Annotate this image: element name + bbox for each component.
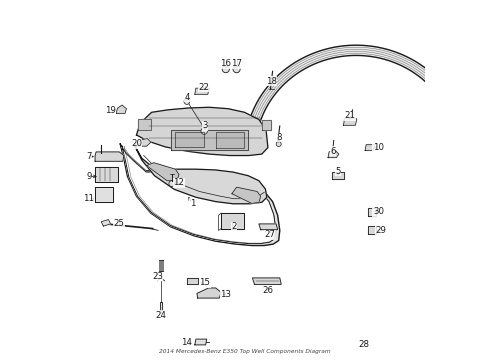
- Polygon shape: [120, 144, 279, 246]
- Polygon shape: [95, 167, 118, 182]
- Text: 11: 11: [83, 194, 94, 203]
- Text: 3: 3: [202, 122, 207, 130]
- Polygon shape: [245, 45, 463, 135]
- Polygon shape: [175, 132, 204, 147]
- Text: 5: 5: [335, 166, 340, 175]
- Text: 28: 28: [358, 341, 369, 349]
- Text: 9: 9: [86, 172, 91, 181]
- Text: 24: 24: [155, 310, 166, 320]
- Polygon shape: [194, 88, 209, 94]
- Polygon shape: [136, 139, 151, 146]
- Text: 17: 17: [231, 59, 242, 68]
- Polygon shape: [197, 288, 221, 298]
- Text: 29: 29: [374, 226, 385, 235]
- Text: 19: 19: [105, 107, 116, 115]
- Polygon shape: [367, 208, 375, 216]
- Polygon shape: [261, 120, 270, 130]
- Text: 30: 30: [372, 207, 383, 216]
- Circle shape: [183, 99, 189, 104]
- Circle shape: [201, 128, 207, 134]
- Polygon shape: [231, 187, 260, 203]
- Circle shape: [232, 66, 240, 73]
- Text: 12: 12: [173, 178, 184, 187]
- Polygon shape: [146, 163, 179, 181]
- Polygon shape: [258, 224, 277, 230]
- Text: 1: 1: [189, 199, 195, 208]
- Text: 6: 6: [329, 147, 335, 156]
- Text: 8: 8: [275, 133, 281, 142]
- Polygon shape: [134, 146, 266, 204]
- Circle shape: [168, 181, 174, 186]
- Text: 23: 23: [152, 272, 163, 281]
- Text: 4: 4: [184, 93, 189, 102]
- Polygon shape: [117, 105, 126, 113]
- Polygon shape: [252, 278, 281, 284]
- Polygon shape: [95, 152, 123, 161]
- Polygon shape: [122, 146, 275, 244]
- Circle shape: [276, 141, 281, 147]
- Polygon shape: [367, 226, 375, 234]
- Text: 21: 21: [344, 111, 354, 120]
- Polygon shape: [101, 220, 110, 226]
- Polygon shape: [186, 278, 198, 284]
- Polygon shape: [327, 150, 338, 158]
- Circle shape: [222, 66, 229, 73]
- Text: 22: 22: [198, 83, 209, 91]
- Text: 14: 14: [180, 338, 191, 347]
- Text: 2: 2: [230, 222, 236, 231]
- Polygon shape: [95, 187, 113, 202]
- Polygon shape: [170, 130, 247, 150]
- Polygon shape: [215, 132, 244, 148]
- Polygon shape: [138, 119, 151, 130]
- Text: 10: 10: [372, 143, 383, 152]
- Text: 18: 18: [265, 77, 276, 85]
- Polygon shape: [365, 145, 374, 150]
- Text: 13: 13: [220, 289, 231, 299]
- Text: 26: 26: [262, 287, 273, 295]
- Polygon shape: [221, 213, 244, 229]
- Polygon shape: [159, 302, 162, 310]
- Text: 7: 7: [86, 152, 92, 161]
- Text: 16: 16: [220, 59, 231, 68]
- Polygon shape: [343, 119, 356, 125]
- Polygon shape: [194, 339, 206, 345]
- Polygon shape: [331, 172, 343, 179]
- Text: 27: 27: [264, 230, 275, 239]
- Polygon shape: [136, 107, 267, 156]
- Text: 20: 20: [131, 139, 142, 148]
- Text: 25: 25: [114, 219, 124, 228]
- Text: 15: 15: [199, 278, 210, 287]
- Text: 2014 Mercedes-Benz E350 Top Well Components Diagram: 2014 Mercedes-Benz E350 Top Well Compone…: [159, 348, 329, 354]
